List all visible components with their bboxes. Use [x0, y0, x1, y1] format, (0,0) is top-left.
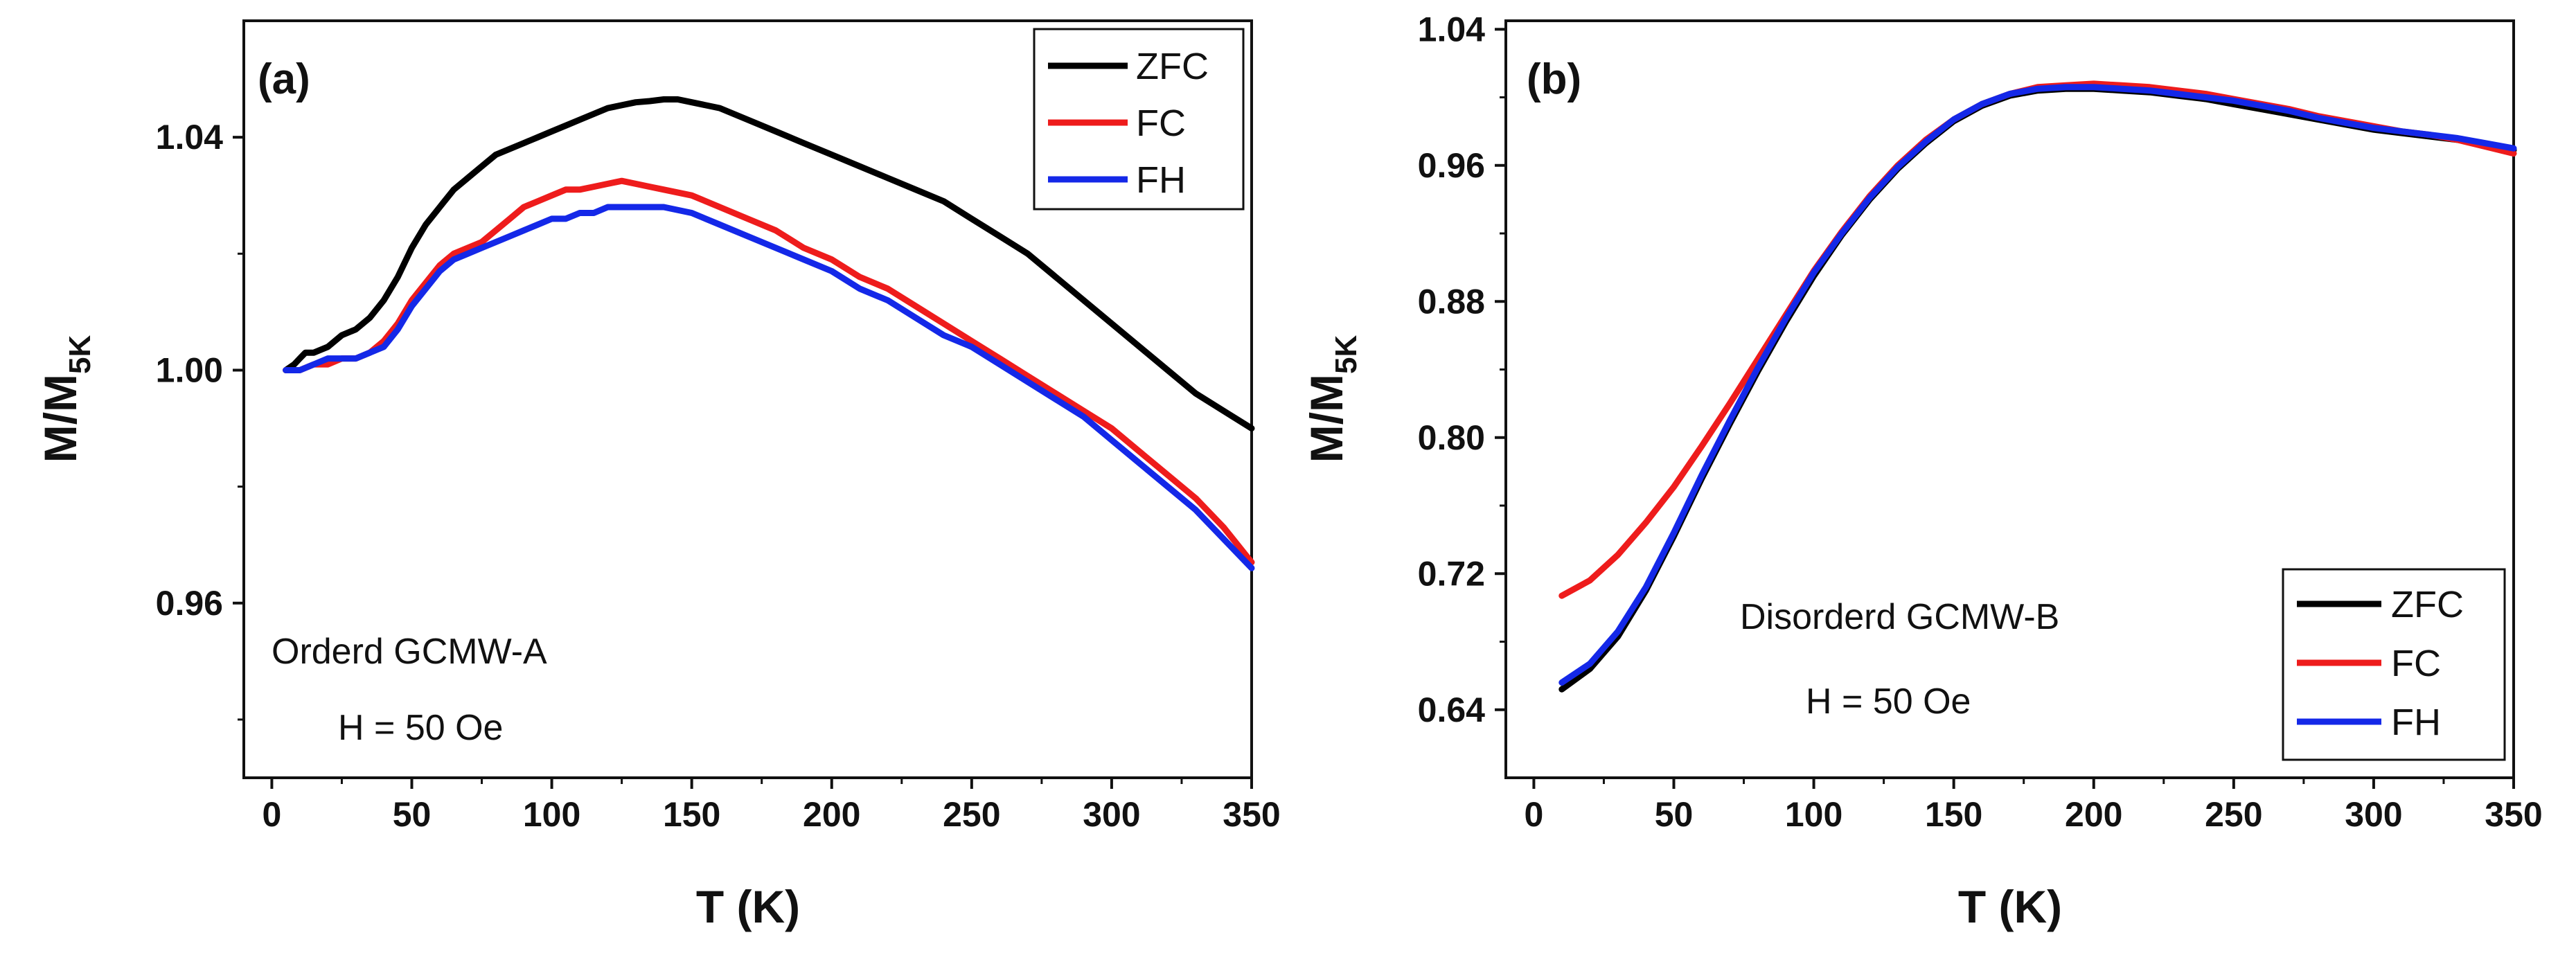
panel-a-x-tick-label-0: 0: [263, 795, 282, 834]
panel-a-y-tick-label-2: 1.04: [156, 118, 224, 157]
panel-b-legend-label-zfc: ZFC: [2391, 584, 2464, 625]
panel-b-y-tick-label-3: 0.88: [1418, 282, 1485, 321]
panel-a-sample-annotation: Orderd GCMW-A: [272, 632, 547, 672]
panel-b-y-tick-label-2: 0.80: [1418, 418, 1485, 457]
panel-b-y-axis-title: M/M5K: [1301, 335, 1363, 463]
panel-b-y-axis-title-subscript: 5K: [1329, 335, 1363, 374]
panel-b-x-tick-label-150: 150: [1925, 795, 1982, 834]
panel-b: 0 50 100 150 200 250 300 350 0.64 0.72 0.80 0.88 0.9…: [1301, 10, 2543, 932]
panel-b-x-tick-label-250: 250: [2205, 795, 2262, 834]
panel-a-y-tick-label-0: 0.96: [156, 584, 223, 623]
panel-a-x-tick-label-50: 50: [393, 795, 432, 834]
panel-a-frame: [242, 19, 1253, 779]
panel-b-y-tick-label-0: 0.64: [1418, 691, 1486, 729]
panel-b-legend-label-fh: FH: [2391, 702, 2441, 743]
panel-a-legend-label-fh: FH: [1136, 159, 1186, 201]
panel-a-x-tick-label-150: 150: [663, 795, 720, 834]
panel-b-series-fh-line: [1558, 84, 2517, 686]
panel-b-y-tick-label-4: 0.96: [1418, 146, 1485, 185]
panel-a-y-tick-label-1: 1.00: [156, 350, 223, 389]
panel-a: 0 50 100 150 200 250 300 350 0.96 1.00 1.04 (a) T …: [35, 19, 1281, 932]
panel-b-y-tick-label-1: 0.72: [1418, 554, 1485, 593]
panel-a-label: (a): [258, 55, 310, 103]
panel-b-x-tick-label-0: 0: [1525, 795, 1544, 834]
panel-a-field-annotation: H = 50 Oe: [338, 708, 503, 748]
panel-b-ticks: 0 50 100 150 200 250 300 350 0.64 0.72 0.80 0.88 0.9…: [1418, 10, 2543, 834]
panel-b-frame: [1504, 19, 2515, 779]
panel-a-y-axis-title: M/M5K: [35, 335, 97, 463]
panel-a-series: [283, 96, 1255, 571]
panel-b-legend: ZFC FC FH: [2282, 568, 2506, 761]
panel-a-legend-label-zfc: ZFC: [1136, 46, 1209, 87]
panel-b-x-tick-label-100: 100: [1785, 795, 1842, 834]
panel-a-legend-label-fc: FC: [1136, 103, 1186, 144]
panel-a-x-axis-title: T (K): [696, 881, 800, 932]
panel-b-x-axis-title: T (K): [1958, 881, 2062, 932]
panel-b-field-annotation: H = 50 Oe: [1806, 682, 1971, 722]
panel-b-series: [1558, 80, 2517, 693]
panel-b-label: (b): [1527, 55, 1581, 103]
panel-b-x-tick-label-300: 300: [2345, 795, 2402, 834]
panel-a-y-axis-title-main: M/M: [35, 374, 86, 463]
panel-a-x-tick-label-300: 300: [1083, 795, 1140, 834]
panel-b-x-tick-label-50: 50: [1655, 795, 1694, 834]
panel-a-ticks: 0 50 100 150 200 250 300 350 0.96 1.00 1.04: [156, 118, 1281, 834]
panel-b-legend-label-fc: FC: [2391, 643, 2441, 684]
panel-a-y-axis-title-subscript: 5K: [63, 335, 97, 374]
panel-a-series-zfc-line: [283, 96, 1255, 431]
panel-b-x-tick-label-350: 350: [2485, 795, 2542, 834]
panel-a-series-fh-line: [283, 204, 1255, 571]
panel-a-x-tick-label-250: 250: [943, 795, 1000, 834]
panel-a-x-tick-label-100: 100: [523, 795, 580, 834]
panel-b-y-axis-title-main: M/M: [1301, 374, 1352, 463]
panel-a-x-tick-label-200: 200: [803, 795, 860, 834]
panel-a-legend: ZFC FC FH: [1033, 28, 1245, 211]
panel-a-x-tick-label-350: 350: [1223, 795, 1280, 834]
panel-b-y-tick-label-5: 1.04: [1418, 10, 1486, 48]
panel-b-x-tick-label-200: 200: [2065, 795, 2122, 834]
panel-b-sample-annotation: Disorderd GCMW-B: [1740, 597, 2059, 637]
